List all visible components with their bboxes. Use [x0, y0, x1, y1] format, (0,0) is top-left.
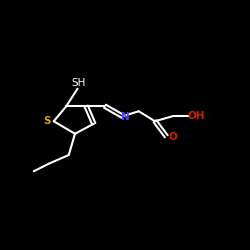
Text: O: O	[168, 132, 177, 142]
Text: SH: SH	[72, 78, 86, 88]
Text: OH: OH	[188, 111, 205, 121]
Text: N: N	[121, 112, 130, 122]
Text: S: S	[44, 116, 51, 126]
